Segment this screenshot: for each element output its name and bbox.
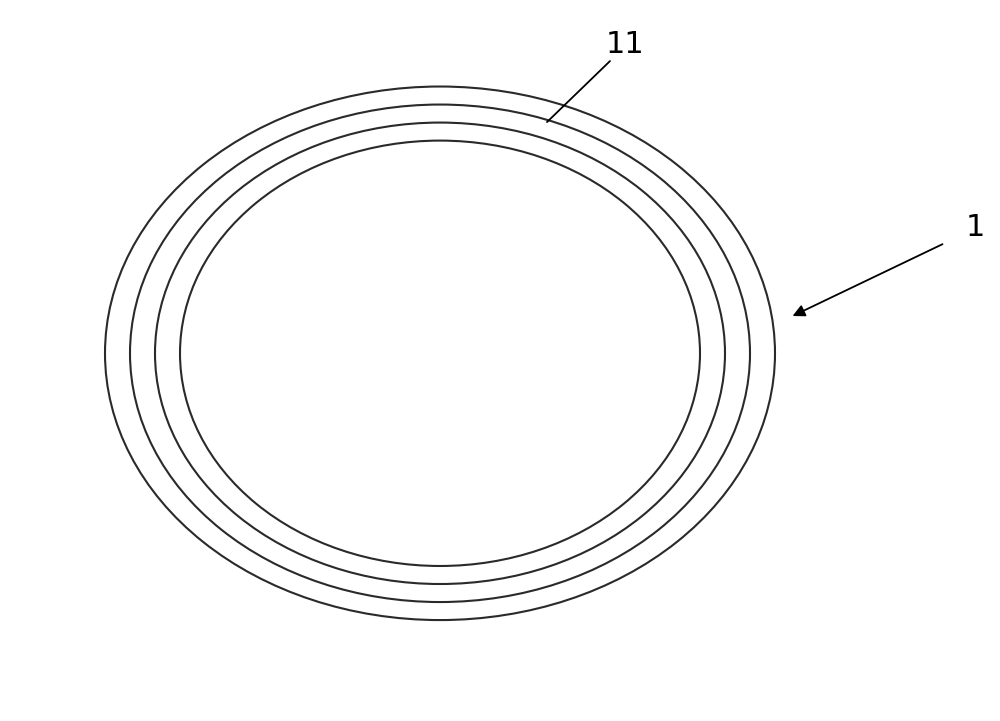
Text: 11: 11 bbox=[606, 30, 644, 59]
Text: 1: 1 bbox=[965, 213, 985, 242]
